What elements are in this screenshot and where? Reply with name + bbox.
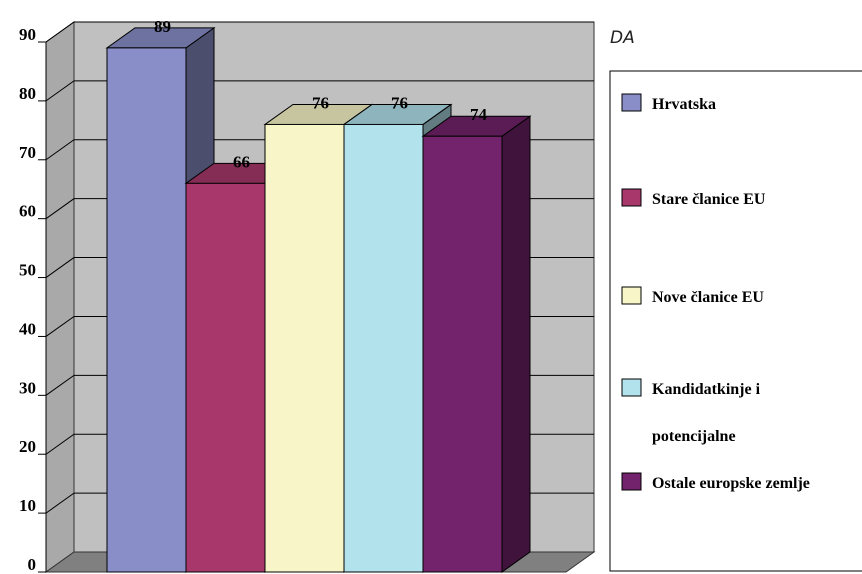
legend-swatch xyxy=(621,93,642,112)
legend-swatch xyxy=(621,286,642,305)
legend-swatch xyxy=(621,378,642,397)
bar-front xyxy=(343,123,424,573)
data-label: 74 xyxy=(470,105,488,124)
legend-swatch xyxy=(621,472,642,491)
bar xyxy=(421,115,532,573)
y-tick-label: 70 xyxy=(19,143,36,162)
y-tick-label: 90 xyxy=(19,25,36,44)
legend-item: Ostale europske zemlje xyxy=(621,472,810,492)
gridline xyxy=(45,80,594,102)
legend-label: Ostale europske zemlje xyxy=(652,475,810,492)
y-tick-label: 60 xyxy=(19,202,36,221)
legend-label: Hrvatska xyxy=(652,96,716,113)
bar-front xyxy=(264,123,345,573)
legend-item: Kandidatkinje i potencijalne xyxy=(621,378,761,445)
y-tick-label: 20 xyxy=(19,437,36,456)
legend-label: Nove članice EU xyxy=(652,289,764,306)
y-tick-label: 40 xyxy=(19,319,36,338)
legend-label: Kandidatkinje i xyxy=(652,381,761,398)
legend-item: Stare članice EU xyxy=(621,188,766,208)
y-tick-label: 0 xyxy=(28,555,37,574)
legend: Hrvatska Stare članice EU Nove članice EU K… xyxy=(609,70,862,572)
legend-swatch xyxy=(621,188,642,207)
bar-front xyxy=(422,135,503,573)
data-labels: 89 66 76 76 74 xyxy=(154,17,488,171)
data-label: 76 xyxy=(312,93,329,112)
data-label: 76 xyxy=(391,93,408,112)
bar-front xyxy=(106,47,187,573)
side-wall xyxy=(45,21,75,573)
y-tick-label: 10 xyxy=(19,496,36,515)
y-tick-label: 80 xyxy=(19,84,36,103)
legend-box xyxy=(609,70,862,572)
data-label: 66 xyxy=(233,152,250,171)
legend-label: potencijalne xyxy=(652,428,736,445)
y-axis: 0 10 20 30 40 50 60 70 80 90 xyxy=(19,25,47,574)
corner-label: DA xyxy=(610,28,635,48)
y-tick-label: 30 xyxy=(19,378,36,397)
legend-item: Nove članice EU xyxy=(621,286,764,306)
y-tick-label: 50 xyxy=(19,261,36,280)
bar-front xyxy=(185,182,266,573)
bar-side xyxy=(501,115,531,573)
data-label: 89 xyxy=(154,17,171,36)
gridline xyxy=(45,21,594,43)
legend-label: Stare članice EU xyxy=(652,191,766,208)
bars xyxy=(105,26,532,573)
legend-item: Hrvatska xyxy=(621,93,716,113)
